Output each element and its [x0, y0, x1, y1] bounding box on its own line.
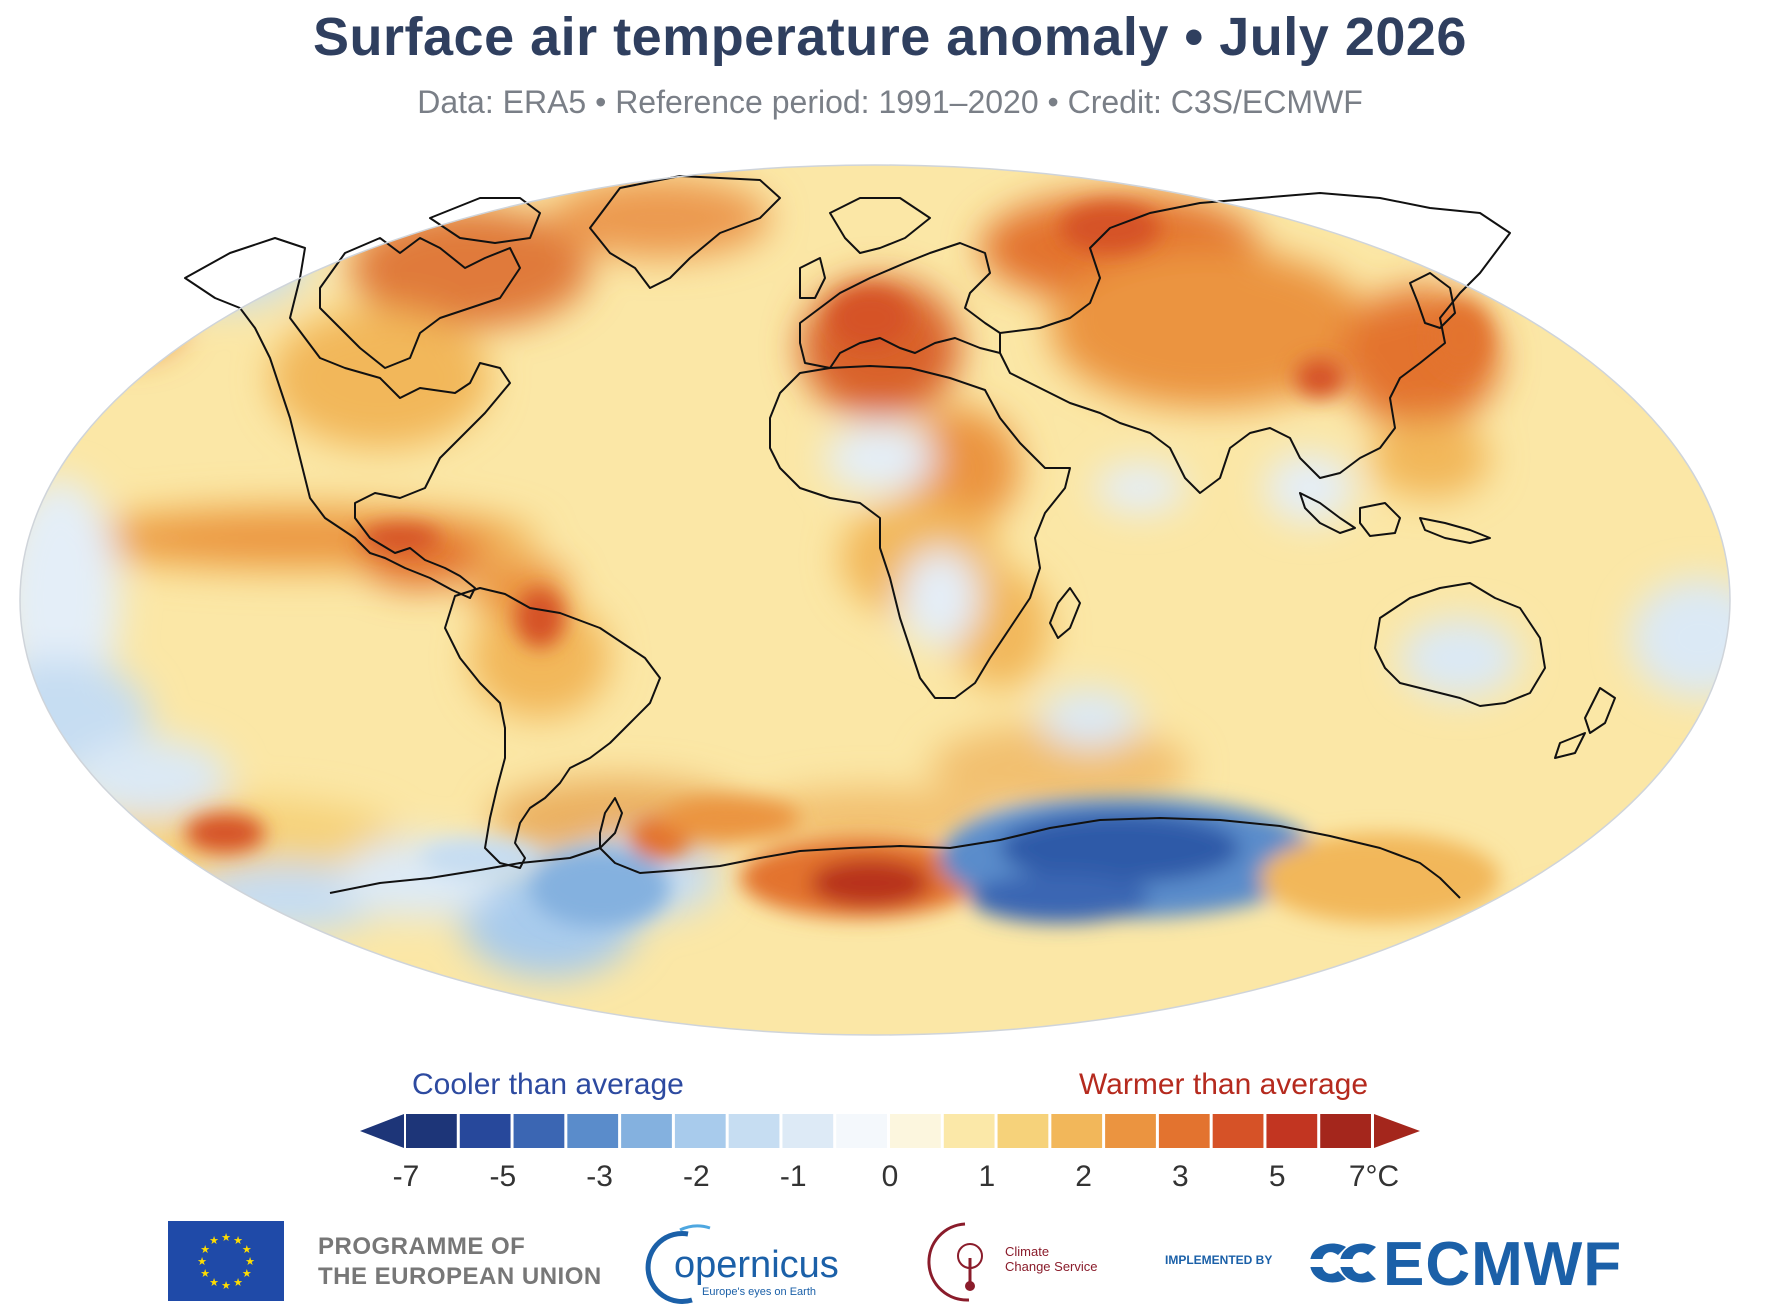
legend: Cooler than average Warmer than average … — [360, 1068, 1420, 1193]
c3s-line2: Change Service — [1005, 1259, 1098, 1274]
eu-star-icon: ★ — [209, 1277, 219, 1289]
legend-swatch — [1266, 1114, 1318, 1148]
eu-programme-line2: THE EUROPEAN UNION — [318, 1263, 602, 1290]
page-title: Surface air temperature anomaly • July 2… — [313, 7, 1467, 67]
eu-star-icon: ★ — [242, 1268, 252, 1280]
legend-tick-label: -7 — [392, 1160, 420, 1193]
world-map — [0, 158, 1780, 1053]
eu-star-icon: ★ — [242, 1244, 252, 1256]
legend-tick-label: 3 — [1172, 1160, 1189, 1193]
copernicus-logo: opernicus Europe's eyes on Earth — [640, 1218, 870, 1308]
legend-swatch — [997, 1114, 1049, 1148]
legend-swatch — [943, 1114, 995, 1148]
legend-colorbar — [360, 1114, 1420, 1148]
legend-tick-label: 1 — [978, 1160, 996, 1193]
eu-star-icon: ★ — [221, 1232, 231, 1244]
eu-flag-logo: ★ ★ ★ ★ ★ ★ ★ ★ ★ ★ ★ ★ — [168, 1221, 284, 1301]
eu-star-icon: ★ — [245, 1256, 255, 1268]
copernicus-tagline: Europe's eyes on Earth — [702, 1286, 817, 1298]
legend-tick-label: 2 — [1075, 1160, 1092, 1193]
ecmwf-emblem-icon — [1302, 1243, 1378, 1283]
c3s-logo: Climate Change Service — [925, 1218, 1125, 1308]
eu-programme-line1: PROGRAMME OF — [318, 1233, 526, 1260]
footer: ★ ★ ★ ★ ★ ★ ★ ★ ★ ★ ★ ★ PROGRAMME OF THE EUROPEAN U… — [0, 1218, 1780, 1308]
eu-star-icon: ★ — [221, 1280, 231, 1292]
legend-swatch — [782, 1114, 834, 1148]
legend-swatch — [567, 1114, 619, 1148]
legend-arrow-right — [1374, 1114, 1420, 1148]
legend-tick-label: -1 — [779, 1160, 807, 1193]
legend-tick-label: 0 — [881, 1160, 899, 1193]
legend-swatch — [1051, 1114, 1103, 1148]
legend-swatch — [1158, 1114, 1210, 1148]
eu-programme-text: PROGRAMME OF THE EUROPEAN UNION — [318, 1232, 602, 1292]
legend-swatch — [674, 1114, 726, 1148]
ecmwf-wordmark: ECMWF — [1383, 1230, 1623, 1299]
legend-swatch — [1105, 1114, 1156, 1148]
legend-swatch — [621, 1114, 672, 1148]
legend-tick-label: -2 — [683, 1160, 710, 1193]
legend-swatch — [1212, 1114, 1264, 1148]
eu-star-icon: ★ — [200, 1244, 210, 1256]
legend-arrow-left — [360, 1114, 404, 1148]
legend-swatch — [406, 1114, 457, 1148]
legend-ticks: -7 -5 -3 -2 -1 0 1 2 3 5 7°C — [360, 1160, 1420, 1200]
eu-star-icon: ★ — [209, 1235, 219, 1247]
eu-star-icon: ★ — [200, 1268, 210, 1280]
legend-cool-label: Cooler than average — [412, 1068, 684, 1101]
legend-warm-label: Warmer than average — [1078, 1068, 1368, 1101]
legend-swatch — [459, 1114, 511, 1148]
c3s-line1: Climate — [1005, 1244, 1050, 1259]
legend-swatch — [890, 1114, 941, 1148]
implemented-by-text: IMPLEMENTED BY — [1165, 1253, 1273, 1267]
eu-star-icon: ★ — [233, 1235, 243, 1247]
eu-star-icon: ★ — [233, 1277, 243, 1289]
legend-tick-label: 7°C — [1348, 1160, 1400, 1193]
legend-swatch — [836, 1114, 887, 1148]
eu-star-icon: ★ — [197, 1256, 207, 1268]
legend-swatch — [728, 1114, 780, 1148]
copernicus-wordmark: opernicus — [674, 1244, 839, 1286]
legend-tick-label: 5 — [1268, 1160, 1286, 1193]
legend-swatch — [513, 1114, 565, 1148]
page-subtitle: Data: ERA5 • Reference period: 1991–2020… — [417, 84, 1363, 120]
legend-tick-label: -5 — [489, 1160, 517, 1193]
legend-tick-label: -3 — [586, 1160, 613, 1193]
legend-swatch — [1320, 1114, 1371, 1148]
ecmwf-logo: IMPLEMENTED BY ECMWF — [1165, 1223, 1621, 1303]
coastlines — [184, 175, 1616, 899]
